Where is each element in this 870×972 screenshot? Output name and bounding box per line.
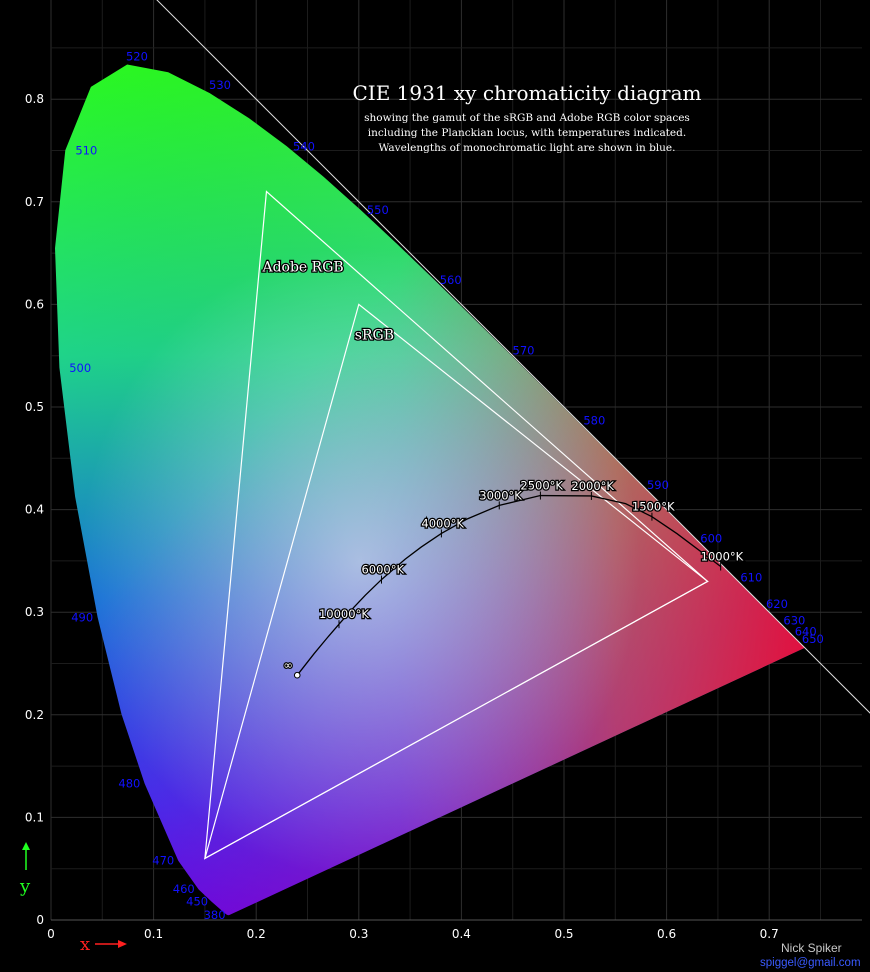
credit-name: Nick Spiker xyxy=(781,941,842,955)
x-plus-y-equals-one-line xyxy=(156,0,870,714)
gamut-label-srgb: sRGB xyxy=(355,327,394,343)
x-tick-label: 0.7 xyxy=(760,927,779,941)
wavelength-label: 520 xyxy=(126,49,148,63)
subtitle-line-3: Wavelengths of monochromatic light are s… xyxy=(379,142,676,154)
wavelength-label: 630 xyxy=(783,613,805,627)
wavelength-label: 590 xyxy=(647,478,669,492)
credit-email: spiggel@gmail.com xyxy=(760,957,861,969)
diagram-title: CIE 1931 xy chromaticity diagram xyxy=(352,81,701,105)
gamut-fill xyxy=(55,64,805,916)
planckian-locus-curve xyxy=(296,494,722,676)
y-tick-label: 0.2 xyxy=(25,708,44,722)
wavelength-label: 490 xyxy=(71,610,93,624)
subtitle-line-2: including the Planckian locus, with temp… xyxy=(368,127,686,139)
wavelength-label: 560 xyxy=(440,273,462,287)
y-axis-arrow-icon xyxy=(22,842,30,870)
wavelength-label: 380 xyxy=(204,908,226,922)
wavelength-label: 650 xyxy=(802,632,824,646)
gamut-triangle-srgb xyxy=(203,303,709,860)
y-axis-label: y xyxy=(19,876,31,897)
x-tick-label: 0.5 xyxy=(554,927,573,941)
temperature-label: 1000°K xyxy=(701,550,744,564)
y-tick-label: 0.8 xyxy=(25,92,44,106)
wavelength-label: 470 xyxy=(152,853,174,867)
wavelength-label: 600 xyxy=(700,531,722,545)
wavelength-label: 510 xyxy=(75,144,97,158)
x-tick-label: 0.6 xyxy=(657,927,676,941)
subtitle-line-1: showing the gamut of the sRGB and Adobe … xyxy=(364,112,690,124)
gamut-label-adobe-rgb: Adobe RGB xyxy=(261,260,343,276)
y-tick-label: 0.5 xyxy=(25,400,44,414)
wavelength-label: 580 xyxy=(583,413,605,427)
temperature-label: 4000°K xyxy=(421,516,464,530)
x-tick-label: 0.4 xyxy=(452,927,471,941)
y-tick-label: 0 xyxy=(36,913,44,927)
wavelength-label: 450 xyxy=(186,895,208,909)
infinity-point-marker xyxy=(293,671,301,679)
wavelength-label: 460 xyxy=(173,882,195,896)
wavelength-label: 530 xyxy=(209,78,231,92)
x-tick-label: 0.3 xyxy=(349,927,368,941)
y-tick-label: 0.7 xyxy=(25,195,44,209)
y-tick-label: 0.6 xyxy=(25,297,44,311)
y-tick-label: 0.3 xyxy=(25,605,44,619)
temperature-label: ∞ xyxy=(283,658,293,672)
x-tick-label: 0 xyxy=(47,927,55,941)
axis-ticks: 0 0.1 0.2 0.3 0.4 0.5 0.6 0.7 0 0.1 0.2 0.3 0.4 0.5 0.… xyxy=(25,92,779,941)
wavelength-label: 500 xyxy=(69,361,91,375)
temperature-label: 2000°K xyxy=(571,479,614,493)
y-tick-label: 0.4 xyxy=(25,503,44,517)
temperature-label: 1500°K xyxy=(632,500,675,514)
gamut-triangles: Adobe RGB sRGB xyxy=(203,190,709,860)
wavelength-label: 550 xyxy=(367,203,389,217)
wavelength-label: 610 xyxy=(740,570,762,584)
wavelength-label: 480 xyxy=(118,777,140,791)
temperature-label: 10000°K xyxy=(319,607,369,621)
x-tick-label: 0.2 xyxy=(247,927,266,941)
temperature-label: 6000°K xyxy=(361,563,404,577)
temperature-label: 2500°K xyxy=(520,479,563,493)
wavelength-label: 540 xyxy=(293,139,315,153)
x-tick-label: 0.1 xyxy=(144,927,163,941)
wavelength-label: 640 xyxy=(795,625,817,639)
x-axis-arrow-icon xyxy=(95,940,127,948)
temperature-label: 3000°K xyxy=(479,488,522,502)
wavelength-label: 570 xyxy=(513,344,535,358)
y-tick-label: 0.1 xyxy=(25,810,44,824)
wavelength-label: 620 xyxy=(766,597,788,611)
x-axis-label: x xyxy=(80,934,90,955)
